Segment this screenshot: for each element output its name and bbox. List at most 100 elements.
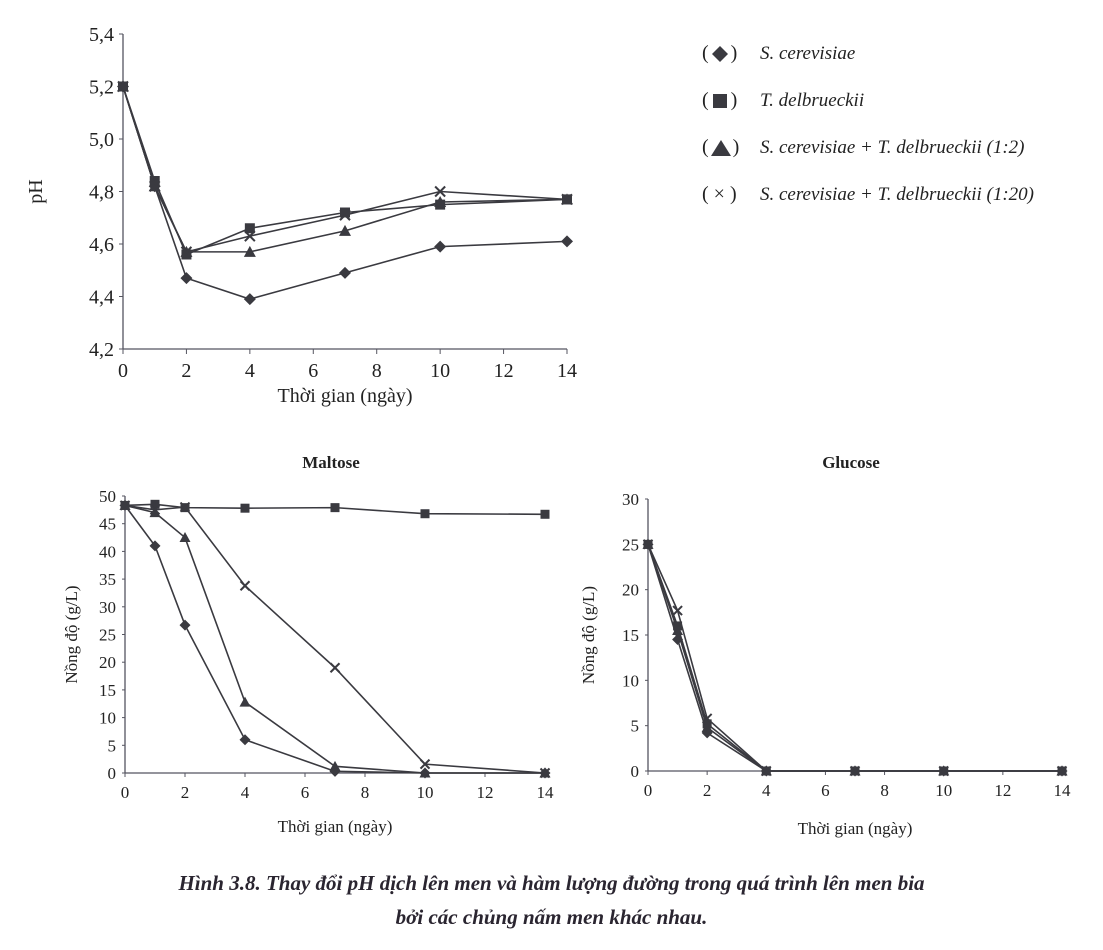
y-tick-label: 4,6 (89, 234, 114, 256)
legend-label: S. cerevisiae + T. delbrueckii (1:20) (760, 183, 1034, 205)
cross-marker (561, 193, 573, 206)
y-axis-label: Nồng độ (g/L) (579, 586, 598, 684)
triangle-marker (243, 245, 256, 257)
legend-label: T. delbrueckii (760, 89, 865, 111)
x-tick-label: 10 (417, 783, 434, 802)
chart-ph: 4,2 4,4 4,6 4,8 5,0 5,2 5,4 0 2 4 6 8 10 12 14 Thời gia… (25, 24, 577, 407)
series-cross (119, 500, 551, 779)
x-tick-label: 2 (703, 781, 712, 800)
cross-stroke (701, 713, 713, 724)
diamond-marker (179, 619, 191, 631)
y-tick-label: 20 (99, 653, 116, 672)
triangle-marker-icon: () (702, 136, 740, 158)
x-tick-label: 8 (361, 783, 370, 802)
y-tick-label: 40 (99, 542, 116, 561)
y-tick-label: 5 (631, 717, 640, 736)
series-diamond (642, 538, 1068, 777)
diamond-marker (239, 734, 251, 746)
x-tick-label: 12 (494, 360, 514, 382)
series-line (647, 544, 1062, 772)
cross-stroke (561, 193, 573, 206)
x-tick-label: 14 (1054, 781, 1072, 800)
caption-line-2: bởi các chủng nấm men khác nhau. (395, 905, 708, 929)
y-tick-label: 4,8 (89, 182, 114, 204)
cross-stroke (1056, 765, 1068, 777)
cross-marker (419, 758, 431, 770)
cross-marker (761, 765, 772, 777)
chart-glucose: 0 5 10 15 20 25 30 0 2 4 6 8 10 12 14 Thời gian (ngày) N… (579, 453, 1071, 838)
diamond-marker (243, 293, 256, 306)
legend-item-t-delbrueckii: () T. delbrueckii (702, 81, 1034, 120)
y-tick-label: 4,2 (89, 339, 114, 361)
legend-item-mix-1-20: ( × ) S. cerevisiae + T. delbrueckii (1:… (702, 175, 1034, 214)
y-axis-label: pH (25, 179, 47, 203)
cross-marker (239, 580, 251, 591)
x-tick-label: 8 (372, 360, 382, 382)
cross-stroke (149, 504, 161, 516)
cross-stroke (539, 767, 551, 779)
cross-stroke (180, 246, 193, 258)
series-square (643, 539, 1067, 776)
cross-stroke (339, 209, 351, 221)
cross-marker (180, 246, 193, 258)
x-tick-label: 0 (121, 783, 130, 802)
cross-marker-icon: ( × ) (702, 183, 737, 205)
cross-stroke (849, 765, 861, 777)
y-tick-label: 5,0 (89, 129, 114, 151)
legend-item-s-cerevisiae: () S. cerevisiae (702, 34, 1034, 73)
y-tick-label: 5 (108, 736, 117, 755)
y-tick-label: 4,4 (89, 287, 114, 309)
x-tick-label: 14 (557, 360, 577, 382)
cross-stroke (149, 180, 161, 192)
y-tick-label: 0 (631, 762, 640, 781)
cross-stroke (119, 500, 131, 511)
y-tick-label: 0 (108, 764, 117, 783)
triangle-marker (701, 721, 713, 732)
square-marker-icon: () (702, 89, 738, 111)
y-tick-label: 30 (622, 490, 639, 509)
series-line (647, 544, 1062, 772)
cross-marker (179, 501, 191, 513)
triangle-marker (179, 532, 191, 543)
cross-stroke (938, 765, 949, 777)
series-cross (117, 80, 573, 258)
chart-title: Glucose (822, 453, 880, 472)
x-tick-label: 6 (308, 360, 318, 382)
cross-marker (642, 539, 654, 550)
square-marker (240, 503, 250, 513)
y-tick-label: 25 (99, 625, 116, 644)
diamond-marker (180, 272, 193, 285)
y-tick-label: 5,4 (89, 24, 114, 46)
y-tick-label: 35 (99, 570, 116, 589)
series-line (124, 504, 545, 774)
x-tick-label: 2 (181, 360, 191, 382)
cross-stroke (642, 539, 654, 550)
cross-stroke (434, 185, 446, 198)
cross-stroke (179, 501, 191, 513)
square-marker (420, 509, 430, 519)
y-tick-label: 5,2 (89, 77, 114, 99)
diamond-marker (149, 540, 161, 552)
square-marker (150, 499, 160, 509)
cross-marker (149, 504, 161, 516)
cross-marker (339, 209, 351, 221)
x-tick-label: 8 (880, 781, 889, 800)
x-tick-label: 10 (935, 781, 952, 800)
y-tick-label: 50 (99, 487, 116, 506)
legend-label: S. cerevisiae + T. delbrueckii (1:2) (760, 136, 1025, 158)
series-diamond (117, 80, 573, 306)
series-triangle (119, 499, 551, 778)
x-tick-label: 14 (537, 783, 555, 802)
y-tick-label: 20 (622, 581, 639, 600)
x-tick-label: 4 (241, 783, 250, 802)
legend: () S. cerevisiae () T. delbrueckii () S.… (702, 34, 1034, 222)
cross-marker (938, 765, 949, 777)
series-triangle (642, 538, 1068, 776)
figure-charts: 4,2 4,4 4,6 4,8 5,0 5,2 5,4 0 2 4 6 8 10 12 14 Thời gia… (25, 24, 1071, 838)
x-tick-label: 12 (477, 783, 494, 802)
diamond-marker (434, 240, 447, 253)
cross-marker (117, 80, 129, 93)
caption-line-1: Hình 3.8. Thay đổi pH dịch lên men và hà… (178, 871, 925, 895)
figure-caption: Hình 3.8. Thay đổi pH dịch lên men và hà… (0, 866, 1103, 934)
y-tick-label: 30 (99, 598, 116, 617)
